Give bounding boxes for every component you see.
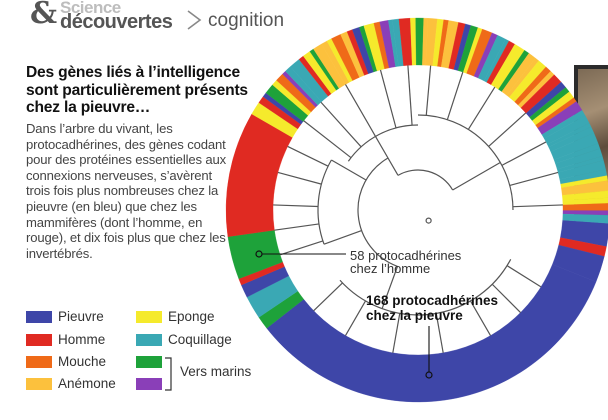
legend-swatch-homme [26,334,52,346]
tree-branch [313,282,343,312]
ring-segment-homme [225,113,293,237]
tree-branch [277,171,322,185]
tree-branch [435,313,444,353]
tree-branch [509,171,559,186]
tree-branch [501,141,547,166]
tree-branch [379,69,397,129]
tree-branch [452,161,501,191]
tree-branch [347,124,419,162]
tree-branch [323,229,362,245]
ring-segment-coquillage [562,213,608,224]
tree-branch [506,265,542,288]
tree-branch [397,169,454,191]
legend-label-anemone: Anémone [58,376,116,391]
tree-branch [339,259,512,316]
tree-branch [273,204,319,208]
legend-swatch-pieuvre [26,311,52,323]
tree-branch [491,283,521,313]
tree-root-node [425,217,432,224]
tree-branch [469,300,492,336]
legend-swatch-eponge [136,311,162,323]
octopus-pointer-dot [425,371,433,379]
brand-ampersand-logo: & [30,0,58,31]
tree-branch [344,84,377,137]
tree-branch [279,240,324,256]
chevron-right-icon [187,10,202,30]
legend-swatch-coquillage [136,334,162,346]
octopus-annotation-line1: 168 protocadhérines [366,293,498,308]
legend-swatch-vers-marins-purple [136,378,162,390]
tree-branch [344,300,367,336]
phylogeny-ring [225,17,608,403]
ring-segment-pieuvre [552,244,605,283]
tree-branches [273,65,563,353]
legend-group-label-vers-marins: Vers marins [180,364,252,379]
tree-branch [331,159,367,181]
tree-branch [392,313,401,353]
tree-branch [512,204,563,208]
tree-branch [407,65,413,126]
tree-branch [381,266,399,309]
ring-segment-pieuvre [266,264,597,403]
human-annotation: 58 protocadhérines chez l’homme [255,248,462,276]
brand-name-line2: découvertes [60,11,173,33]
octopus-annotation-line2: chez la pieuvre [366,308,463,323]
human-annotation-line1: 58 protocadhérines [350,248,462,263]
body-text: Dans l’arbre du vivant, les protocadhéri… [26,121,227,261]
legend-swatch-vers-marins-green [136,356,162,368]
legend-label-mouche: Mouche [58,354,107,369]
masthead: & Science découvertes cognition [0,0,608,36]
legend-label-eponge: Eponge [168,309,215,324]
tree-branch [274,223,320,231]
tree-branch [374,136,399,176]
tree-branch [467,86,496,130]
legend-swatch-anemone [26,378,52,390]
tree-branch [357,157,398,267]
section-label: cognition [208,10,285,31]
tree-branch [317,159,332,245]
tree-branch [488,112,527,147]
tree-branch [446,71,464,120]
legend-label-coquillage: Coquillage [168,332,232,347]
headline: Des gènes liés à l’intelligence sont par… [26,64,248,116]
tree-branch [417,114,514,211]
human-annotation-line2: chez l’homme [350,261,430,276]
legend-swatch-mouche [26,356,52,368]
legend-label-pieuvre: Pieuvre [58,309,104,324]
tree-branch [287,145,329,167]
octopus-annotation: 168 protocadhérines chez la pieuvre [366,293,498,379]
brand-name-line1: Science [60,0,121,17]
tree-branch [425,65,432,116]
legend-label-homme: Homme [58,332,106,347]
legend-bracket [165,357,172,391]
tree-branch [320,101,362,148]
tree-branch [303,120,352,159]
